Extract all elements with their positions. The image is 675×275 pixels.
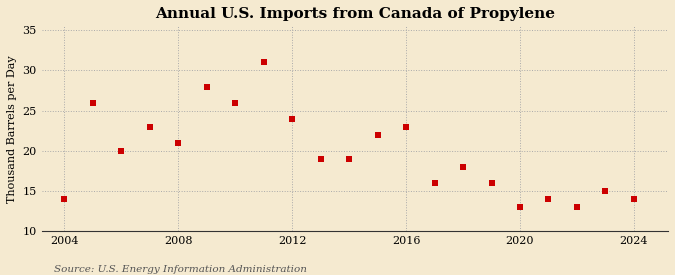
Point (173, 141, 184, 145)
Point (259, 60, 269, 65)
Point (429, 181, 440, 185)
Point (315, 157, 326, 161)
Point (401, 125, 412, 129)
Point (372, 133, 383, 137)
Point (543, 197, 554, 201)
Point (59, 197, 70, 201)
Point (628, 197, 639, 201)
Point (600, 189, 611, 193)
Point (514, 205, 525, 209)
Point (572, 205, 583, 209)
Point (458, 165, 468, 169)
Point (344, 157, 354, 161)
Point (30, 221, 41, 225)
Point (116, 148, 127, 153)
Point (230, 100, 241, 105)
Y-axis label: Thousand Barrels per Day: Thousand Barrels per Day (7, 55, 17, 203)
Point (201, 84, 212, 89)
Point (287, 117, 298, 121)
Point (88, 100, 99, 105)
Point (486, 181, 497, 185)
Title: Annual U.S. Imports from Canada of Propylene: Annual U.S. Imports from Canada of Propy… (155, 7, 555, 21)
Text: Source: U.S. Energy Information Administration: Source: U.S. Energy Information Administ… (54, 265, 307, 274)
Point (144, 125, 155, 129)
